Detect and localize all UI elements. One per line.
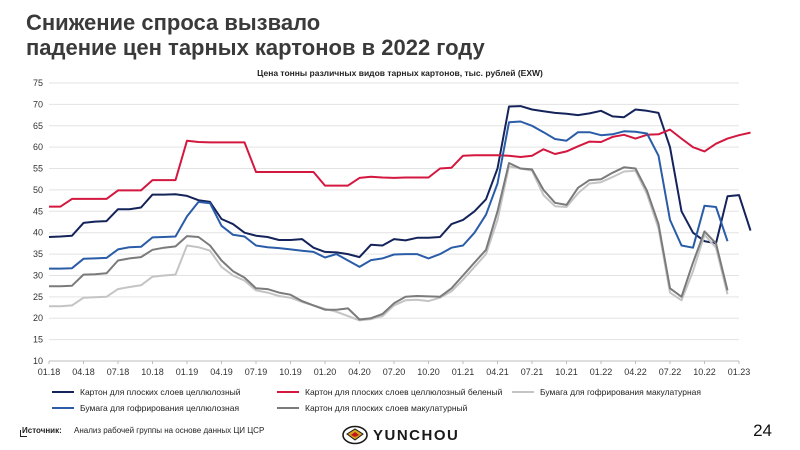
x-tick-label: 01.18 bbox=[38, 367, 61, 377]
y-tick-label: 20 bbox=[33, 313, 43, 323]
y-tick-label: 30 bbox=[33, 270, 43, 280]
x-tick-label: 01.23 bbox=[728, 367, 751, 377]
legend-swatch bbox=[277, 391, 299, 393]
legend-label: Бумага для гофрирования макулатурная bbox=[540, 387, 701, 397]
y-tick-label: 75 bbox=[33, 78, 43, 88]
corner-bracket bbox=[20, 430, 27, 437]
y-tick-label: 25 bbox=[33, 292, 43, 302]
legend-item: Картон для плоских слоев целлюлозный bbox=[52, 387, 277, 397]
source-label: Источник: bbox=[22, 426, 62, 435]
y-tick-label: 70 bbox=[33, 99, 43, 109]
legend-swatch bbox=[512, 391, 534, 393]
x-tick-label: 10.22 bbox=[693, 367, 716, 377]
x-tick-label: 07.18 bbox=[107, 367, 130, 377]
logo-emblem-icon bbox=[342, 425, 368, 445]
series-line bbox=[49, 165, 729, 322]
legend-item: Бумага для гофрирования целлюлозная bbox=[52, 403, 277, 413]
x-tick-label: 04.22 bbox=[624, 367, 647, 377]
legend-item: Картон для плоских слоев макулатурный bbox=[277, 403, 512, 413]
x-tick-label: 07.19 bbox=[245, 367, 268, 377]
logo-text: YUNCHOU bbox=[373, 426, 460, 444]
x-tick-label: 10.20 bbox=[417, 367, 440, 377]
y-tick-label: 40 bbox=[33, 228, 43, 238]
series-line bbox=[48, 105, 752, 259]
headline-line-1: Снижение спроса вызвало bbox=[26, 10, 321, 35]
x-tick-label: 01.22 bbox=[590, 367, 613, 377]
company-logo: YUNCHOU bbox=[342, 425, 459, 445]
x-tick-label: 07.22 bbox=[659, 367, 682, 377]
legend-item: Картон для плоских слоев целлюлозный бел… bbox=[277, 387, 512, 397]
page-number: 24 bbox=[753, 421, 772, 440]
legend: Картон для плоских слоев целлюлозный Кар… bbox=[52, 387, 752, 413]
x-tick-label: 04.19 bbox=[210, 367, 233, 377]
x-tick-label: 10.21 bbox=[555, 367, 578, 377]
x-tick-label: 10.18 bbox=[141, 367, 164, 377]
series-line bbox=[49, 120, 729, 270]
legend-label: Картон для плоских слоев целлюлозный bbox=[80, 387, 241, 397]
legend-label: Картон для плоских слоев макулатурный bbox=[305, 403, 468, 413]
legend-label: Бумага для гофрирования целлюлозная bbox=[80, 403, 240, 413]
headline-line-2: падение цен тарных картонов в 2022 году bbox=[26, 35, 485, 60]
x-tick-label: 07.21 bbox=[521, 367, 544, 377]
x-tick-label: 04.18 bbox=[72, 367, 95, 377]
y-tick-label: 35 bbox=[33, 249, 43, 259]
x-tick-label: 01.20 bbox=[314, 367, 337, 377]
axis-ticks: 10 15 20 25 30 35 40 45 50 55 60 65 70 75 01.18 04.18 07… bbox=[33, 78, 750, 377]
legend-label: Картон для плоских слоев целлюлозный бел… bbox=[305, 387, 503, 397]
legend-swatch bbox=[52, 391, 74, 393]
x-tick-label: 10.19 bbox=[279, 367, 302, 377]
x-tick-label: 07.20 bbox=[383, 367, 406, 377]
x-tick-label: 01.19 bbox=[176, 367, 199, 377]
series-lines bbox=[48, 105, 752, 322]
y-tick-label: 15 bbox=[33, 335, 43, 345]
headline: Снижение спроса вызвало падение цен тарн… bbox=[26, 10, 485, 60]
legend-item: Бумага для гофрирования макулатурная bbox=[512, 387, 742, 397]
legend-swatch bbox=[52, 407, 74, 409]
grid-lines bbox=[48, 82, 740, 364]
y-tick-label: 60 bbox=[33, 142, 43, 152]
chart-title: Цена тонны различных видов тарных картон… bbox=[257, 68, 543, 78]
y-tick-label: 10 bbox=[33, 356, 43, 366]
source-note: Источник: Анализ рабочей группы на основ… bbox=[22, 426, 264, 435]
y-tick-label: 65 bbox=[33, 121, 43, 131]
series-line bbox=[49, 128, 751, 208]
source-text: Анализ рабочей группы на основе данных Ц… bbox=[74, 426, 265, 435]
x-tick-label: 01.21 bbox=[452, 367, 475, 377]
y-tick-label: 45 bbox=[33, 206, 43, 216]
legend-swatch bbox=[277, 407, 299, 409]
x-tick-label: 04.20 bbox=[348, 367, 371, 377]
y-tick-label: 55 bbox=[33, 164, 43, 174]
series-line bbox=[49, 162, 729, 321]
x-tick-label: 04.21 bbox=[486, 367, 509, 377]
y-tick-label: 50 bbox=[33, 185, 43, 195]
